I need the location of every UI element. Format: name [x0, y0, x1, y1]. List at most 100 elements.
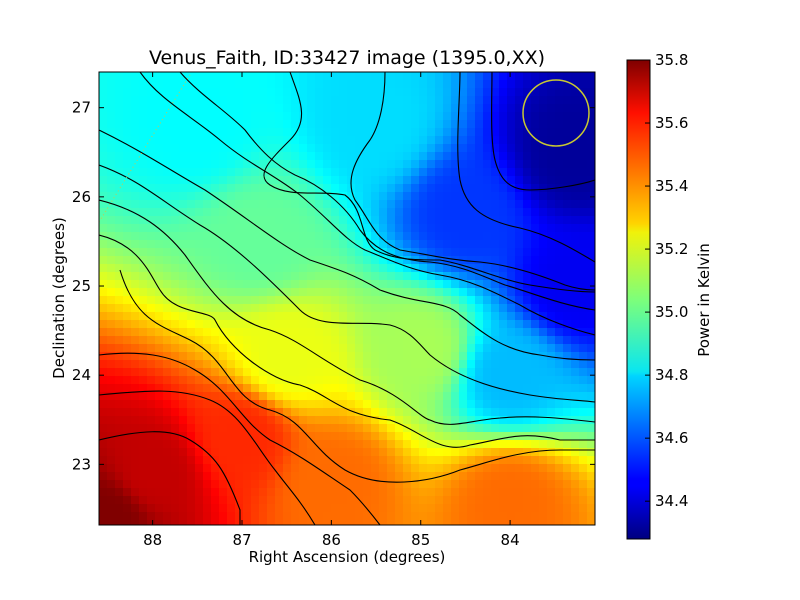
heatmap-cell — [339, 512, 348, 521]
heatmap-cell — [491, 464, 500, 473]
heatmap-cell — [123, 184, 132, 193]
heatmap-cell — [555, 224, 564, 233]
heatmap-cell — [355, 176, 364, 185]
x-tick-label: 88 — [143, 531, 162, 549]
heatmap-cell — [363, 320, 372, 329]
heatmap-cell — [99, 480, 108, 489]
heatmap-cell — [275, 224, 284, 233]
heatmap-cell — [171, 120, 180, 129]
heatmap-cell — [547, 376, 556, 385]
heatmap-cell — [475, 224, 484, 233]
heatmap-cell — [427, 456, 436, 465]
heatmap-cell — [507, 368, 516, 377]
heatmap-cell — [467, 488, 476, 497]
heatmap-cell — [555, 416, 564, 425]
heatmap-cell — [539, 128, 548, 137]
heatmap-cell — [299, 88, 308, 97]
heatmap-cell — [195, 400, 204, 409]
heatmap-cell — [523, 432, 532, 441]
heatmap-cell — [531, 288, 540, 297]
heatmap-cell — [363, 208, 372, 217]
heatmap-cell — [379, 224, 388, 233]
heatmap-cell — [355, 144, 364, 153]
heatmap-cell — [315, 520, 324, 525]
heatmap-cell — [251, 184, 260, 193]
heatmap-cell — [195, 472, 204, 481]
heatmap-cell — [99, 176, 108, 185]
heatmap-cell — [203, 328, 212, 337]
heatmap-cell — [403, 304, 412, 313]
heatmap-cell — [139, 256, 148, 265]
contour-line — [99, 390, 316, 525]
heatmap-cell — [331, 80, 340, 89]
heatmap-cell — [243, 448, 252, 457]
heatmap-cell — [387, 408, 396, 417]
heatmap-cell — [307, 128, 316, 137]
heatmap-cell — [467, 184, 476, 193]
heatmap-cell — [299, 488, 308, 497]
heatmap-cell — [379, 208, 388, 217]
heatmap-cell — [371, 120, 380, 129]
heatmap-cell — [299, 480, 308, 489]
heatmap-cell — [123, 432, 132, 441]
heatmap-cell — [243, 480, 252, 489]
heatmap-cell — [459, 488, 468, 497]
heatmap-cell — [139, 184, 148, 193]
heatmap-cell — [507, 416, 516, 425]
heatmap-cell — [275, 416, 284, 425]
heatmap-cell — [323, 184, 332, 193]
heatmap-cell — [323, 424, 332, 433]
heatmap-cell — [427, 480, 436, 489]
heatmap-cell — [147, 376, 156, 385]
heatmap-cell — [203, 112, 212, 121]
heatmap-cell — [547, 408, 556, 417]
heatmap-cell — [211, 344, 220, 353]
heatmap-cell — [283, 336, 292, 345]
heatmap-cell — [507, 80, 516, 89]
heatmap-cell — [459, 336, 468, 345]
heatmap-cell — [115, 384, 124, 393]
heatmap-cell — [251, 432, 260, 441]
heatmap-cell — [99, 312, 108, 321]
heatmap-cell — [499, 288, 508, 297]
heatmap-cell — [275, 152, 284, 161]
heatmap-cell — [419, 264, 428, 273]
heatmap-cell — [291, 408, 300, 417]
heatmap-cell — [475, 400, 484, 409]
heatmap-cell — [451, 152, 460, 161]
heatmap-cell — [299, 176, 308, 185]
heatmap-cell — [227, 408, 236, 417]
heatmap-cell — [219, 144, 228, 153]
heatmap-cell — [347, 200, 356, 209]
heatmap-cell — [235, 496, 244, 505]
heatmap-cell — [531, 152, 540, 161]
heatmap-cell — [291, 360, 300, 369]
heatmap-cell — [187, 344, 196, 353]
heatmap-cell — [131, 320, 140, 329]
heatmap-cell — [475, 248, 484, 257]
heatmap-cell — [395, 128, 404, 137]
heatmap-cell — [355, 400, 364, 409]
heatmap-cell — [131, 104, 140, 113]
heatmap-cell — [523, 504, 532, 513]
heatmap-cell — [147, 440, 156, 449]
heatmap-cell — [187, 184, 196, 193]
heatmap-cell — [515, 424, 524, 433]
heatmap-cell — [147, 288, 156, 297]
heatmap-cell — [315, 280, 324, 289]
heatmap-cell — [491, 248, 500, 257]
heatmap-cell — [555, 128, 564, 137]
heatmap-cell — [315, 152, 324, 161]
heatmap-cell — [531, 240, 540, 249]
heatmap-cell — [443, 440, 452, 449]
heatmap-cell — [291, 424, 300, 433]
heatmap-cell — [307, 504, 316, 513]
heatmap-cell — [227, 184, 236, 193]
heatmap-cell — [339, 376, 348, 385]
heatmap-cell — [475, 288, 484, 297]
heatmap-cell — [267, 208, 276, 217]
heatmap-cell — [179, 216, 188, 225]
heatmap-cell — [107, 224, 116, 233]
heatmap-cell — [187, 224, 196, 233]
heatmap-cell — [195, 288, 204, 297]
